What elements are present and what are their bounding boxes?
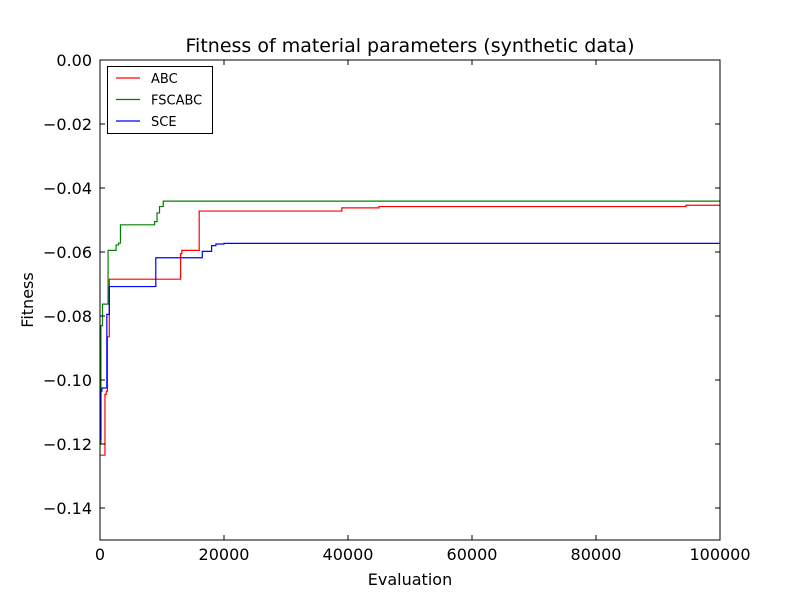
y-tick-label: −0.04 <box>43 179 92 198</box>
y-tick-label: 0.00 <box>56 51 92 70</box>
plot-frame <box>99 59 721 541</box>
series-line-sce <box>100 242 720 440</box>
y-tick-label: −0.14 <box>43 499 92 518</box>
x-tick-label: 80000 <box>571 545 622 564</box>
y-tick-label: −0.08 <box>43 307 92 326</box>
series-line-abc <box>100 204 720 456</box>
x-tick-label: 60000 <box>447 545 498 564</box>
legend-label-sce: SCE <box>151 115 177 130</box>
x-tick-label: 20000 <box>199 545 250 564</box>
x-tick-label: 40000 <box>323 545 374 564</box>
legend-label-abc: ABC <box>151 72 178 87</box>
x-tick-label: 100000 <box>689 545 750 564</box>
y-axis-label: Fitness <box>18 272 37 327</box>
x-axis-label: Evaluation <box>368 570 452 589</box>
y-tick-label: −0.12 <box>43 435 92 454</box>
x-tick-label: 0 <box>95 545 105 564</box>
series-line-fscabc <box>100 200 720 445</box>
y-tick-label: −0.02 <box>43 115 92 134</box>
plot-lines <box>100 200 720 456</box>
legend: ABC FSCABC SCE <box>107 66 213 134</box>
y-axis: 0.00 −0.02 −0.04 −0.06 −0.08 −0.10 −0.12 −0.14 <box>43 51 720 518</box>
y-tick-label: −0.06 <box>43 243 92 262</box>
chart-title: Fitness of material parameters (syntheti… <box>186 35 635 57</box>
y-tick-label: −0.10 <box>43 371 92 390</box>
x-axis: 0 20000 40000 60000 80000 100000 <box>95 60 751 564</box>
legend-label-fscabc: FSCABC <box>151 94 202 109</box>
